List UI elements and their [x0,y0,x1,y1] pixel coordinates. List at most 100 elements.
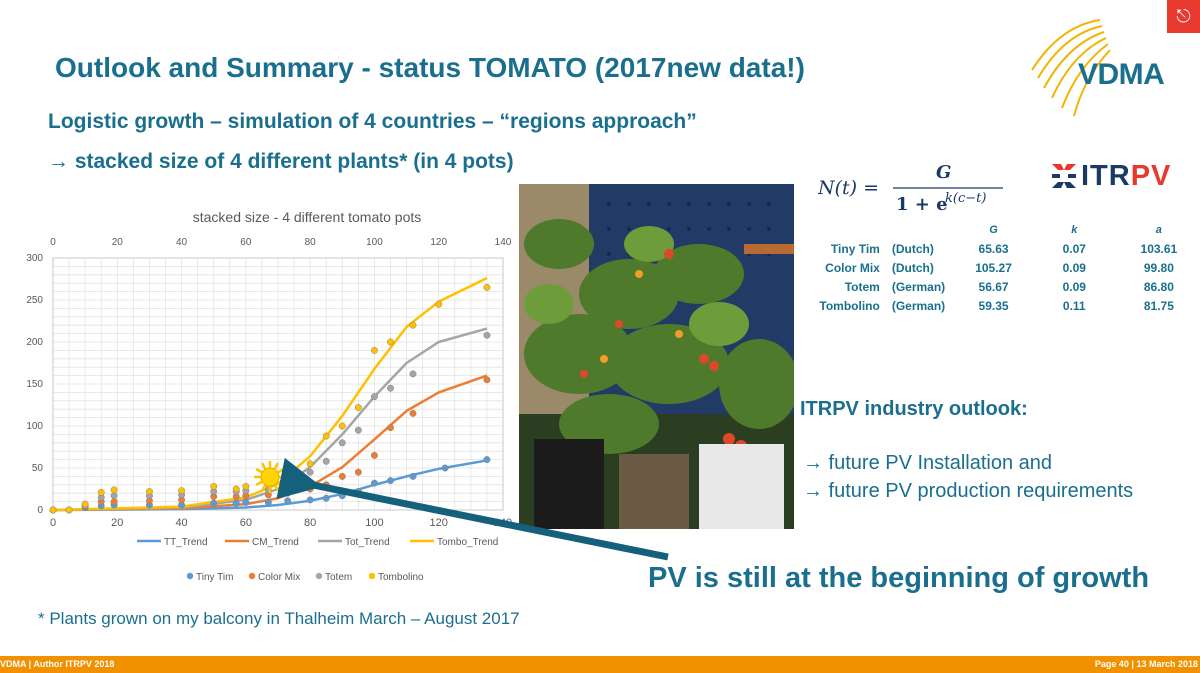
table-cell: Tombolino [819,298,880,313]
chart-point-color-mix [338,472,346,480]
chart-point-tiny-tim [210,499,218,507]
formula-numerator: G [936,162,951,183]
chart-y-tick-label: 150 [26,379,43,390]
chart-point-tiny-tim [387,477,394,485]
chart-x-tick-label-top: 100 [366,237,383,248]
logistic-formula: N(t) = G 1 + e k(c−t) [818,162,1003,215]
table-cell: 105.27 [975,260,1012,275]
tomato-plants-photo [519,184,794,529]
chart-point-color-mix [110,498,118,506]
chart-point-tiny-tim [370,479,378,487]
chart-x-tick-label-top: 20 [112,237,124,248]
legend-point-swatch [186,572,194,580]
table-cell: Color Mix [825,260,880,275]
chart-point-color-mix [354,468,362,476]
chart-point-color-mix [370,451,378,459]
chart-point-totem [306,468,314,476]
table-cell: (German) [891,279,946,294]
table-cell: (Dutch) [891,241,934,256]
chart-point-tombolino [110,486,118,494]
footer-author: VDMA | Author ITRPV 2018 [0,659,115,669]
chart-point-tiny-tim [306,496,314,504]
chart-point-tiny-tim [242,498,250,506]
chart-point-tombolino [409,321,417,329]
chart-point-tombolino [49,506,57,514]
outlook-item-production: → future PV production requirements [803,480,1134,502]
table-cell: Totem [844,279,880,294]
table-row: Color Mix (Dutch) 105.27 0.09 99.80 [806,258,1200,277]
chart-point-tombolino [242,483,250,490]
table-header [806,220,886,239]
chart-y-tick-label: 250 [26,295,43,306]
vdma-logo [1031,19,1111,117]
chart-y-tick-label: 50 [32,463,44,474]
footer-page-number: Page 40 | 13 March 2018 [1094,659,1198,669]
chart-point-tiny-tim [354,488,362,495]
legend-line-label: TT_Trend [164,537,208,548]
table-header [886,220,956,239]
parameters-table: G k a Tiny Tim (Dutch) 65.63 0.07 103.61… [806,220,1200,315]
table-header: G [989,223,998,236]
chart-x-tick-label-top: 40 [176,237,188,248]
table-cell: Tiny Tim [830,241,880,256]
chart-point-tombolino [97,488,105,496]
chart-x-tick-label-bottom: 80 [304,517,316,529]
chart-point-tombolino [322,432,330,440]
chart-point-tiny-tim [409,472,417,480]
outlook-heading: ITRPV industry outlook: [800,398,1028,420]
table-cell: 99.80 [1143,260,1174,275]
chart-x-tick-label-bottom: 0 [50,517,56,529]
table-cell: 0.09 [1062,279,1086,294]
legend-point-label: Color Mix [258,572,300,583]
subtitle-logistic-growth: Logistic growth – simulation of 4 countr… [48,110,697,133]
chart-y-tick-label: 0 [37,505,43,516]
chart-point-tombolino [145,488,153,495]
chart-point-color-mix [322,481,330,489]
chart-y-tick-label: 100 [26,421,43,432]
chart-point-tombolino [284,477,292,485]
table-header: k [1071,223,1078,236]
chart-point-color-mix [387,424,394,432]
table-row: Totem (German) 56.67 0.09 86.80 [806,277,1200,296]
chart-point-tiny-tim [441,464,449,472]
chart-x-tick-label-bottom: 40 [175,517,187,529]
chart-x-tick-label-bottom: 140 [494,517,512,529]
chart-x-tick-label-bottom: 20 [111,517,123,529]
table-cell: 86.80 [1143,279,1174,294]
chart-point-tiny-tim [338,492,346,500]
chart-x-tick-label-bottom: 120 [430,517,448,529]
legend-point-label: Totem [325,572,352,583]
chart-point-tombolino [370,346,378,354]
chart-point-totem [409,370,417,378]
table-header-row: G k a [806,220,1200,239]
formula-lhs: N(t) = [818,177,879,199]
legend-point-swatch [315,572,323,580]
chart-x-tick-label-bottom: 60 [240,517,252,529]
chart-point-tiny-tim [322,494,330,502]
chart-y-tick-label: 300 [26,253,43,264]
chart-x-tick-label-top: 60 [240,237,252,248]
chart-point-tiny-tim [483,456,491,464]
table-cell: 56.67 [978,279,1009,294]
chart-point-totem [338,439,346,447]
chart-point-color-mix [409,409,417,417]
chart-legend: TT_Trend CM_Trend Tot_Trend Tombo_Trend Tiny… [137,537,498,583]
table-cell: 65.63 [978,241,1009,256]
chart-point-tombolino [483,283,491,291]
chart-point-tombolino [210,483,218,490]
table-cell: (German) [891,298,946,313]
itrpv-logo-text: ITRPV [1081,160,1171,193]
table-cell: 0.09 [1062,260,1086,275]
legend-line-label: Tombo_Trend [437,537,498,548]
table-cell: 103.61 [1140,241,1178,256]
chart-data-points [49,283,491,514]
exit-icon[interactable]: ⎋ [1167,0,1200,33]
chart-point-tombolino [178,487,186,495]
footnote: * Plants grown on my balcony in Thalheim… [38,609,520,628]
chart-point-tiny-tim [284,497,292,505]
chart-point-totem [483,331,491,339]
table-cell: 0.11 [1062,298,1086,313]
chart-x-tick-label-top: 0 [50,237,56,248]
chart-point-color-mix [306,485,314,493]
chart-point-tombolino [354,404,362,411]
